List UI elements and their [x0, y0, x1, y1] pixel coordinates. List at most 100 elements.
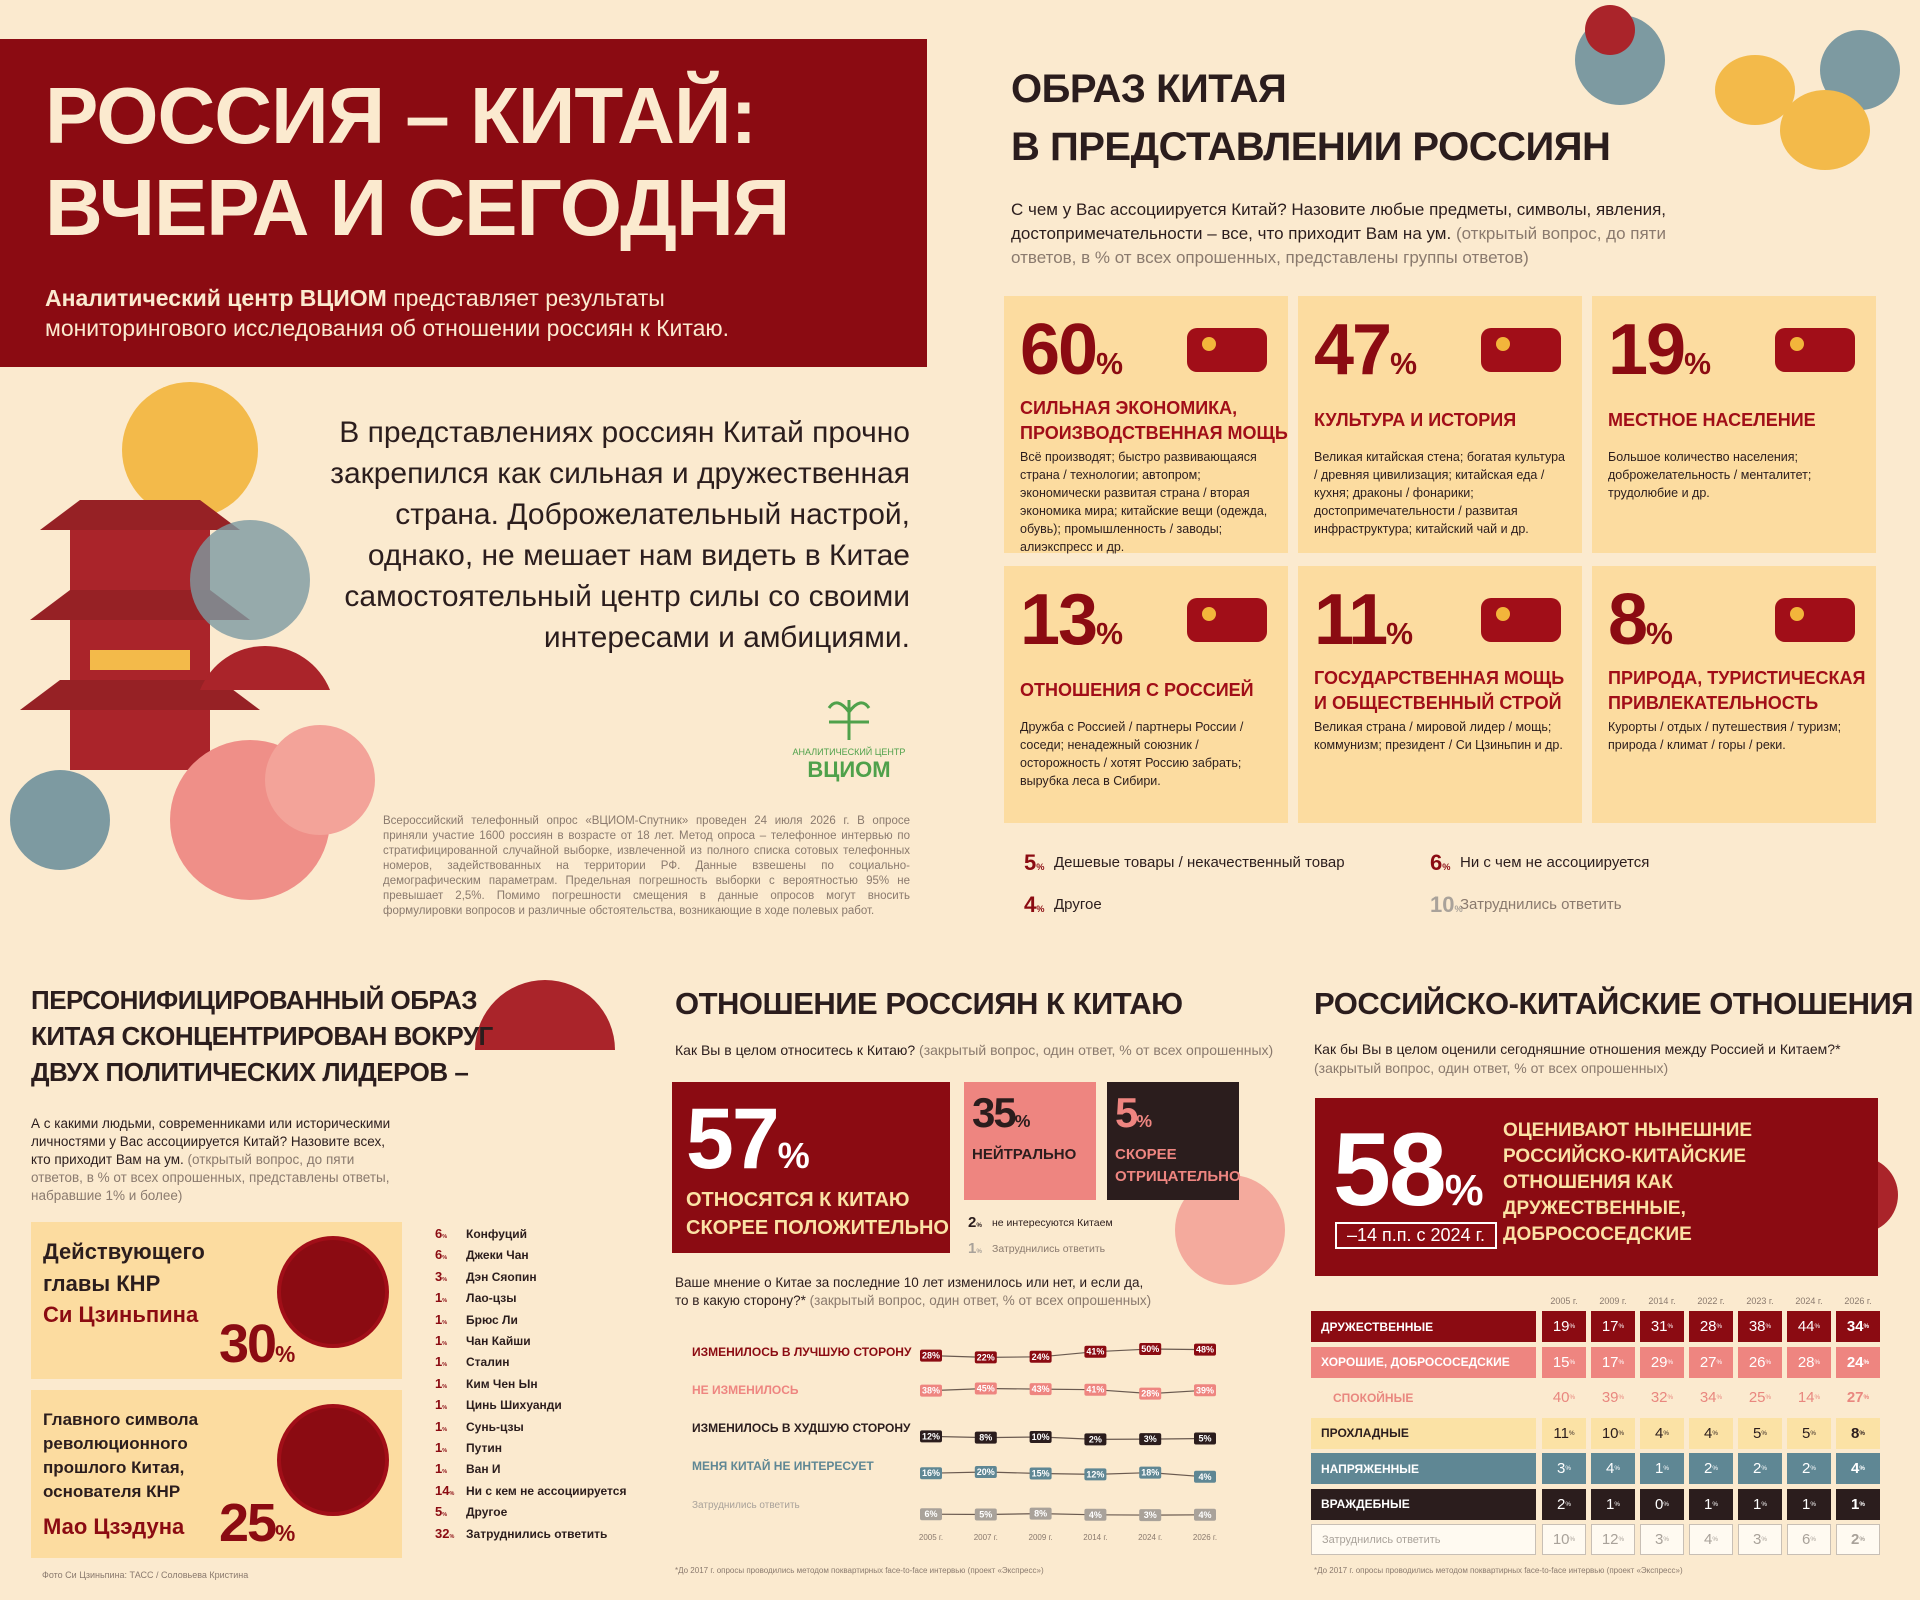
leader-item-value: 1% [435, 1375, 448, 1391]
leader-item-label: Путин [466, 1441, 502, 1455]
card-title: КУЛЬТУРА И ИСТОРИЯ [1314, 410, 1517, 430]
table-cell: 2% [1689, 1453, 1733, 1484]
image-title: ОБРАЗ КИТАЯ В ПРЕДСТАВЛЕНИИ РОССИЯН [1011, 67, 1611, 169]
card: 11% ГОСУДАРСТВЕННАЯ МОЩЬ И ОБЩЕСТВЕННЫЙ С… [1298, 566, 1582, 823]
table-cell: 28% [1787, 1346, 1831, 1378]
leader-item-value: 1% [435, 1397, 448, 1413]
table-cell: 17% [1591, 1346, 1635, 1378]
point-box [1084, 1345, 1107, 1358]
table-cell: 10% [1542, 1524, 1586, 1555]
negative-label: СКОРЕЕ ОТРИЦАТЕЛЬНО [1115, 1146, 1241, 1185]
leader-name: Мао Цзэдуна [43, 1514, 185, 1539]
table-cell: 6% [1787, 1524, 1831, 1555]
point-label: 4% [1198, 1472, 1211, 1482]
table-cell: 1% [1591, 1488, 1635, 1520]
card-value: 60% [1020, 310, 1123, 390]
row-label: Затруднились ответить [1311, 1524, 1536, 1555]
lead-text: В представлениях россиян Китай прочно за… [330, 416, 910, 654]
leader-item-value: 3% [435, 1268, 448, 1284]
point-label: 28% [922, 1351, 940, 1361]
minor-value: 2% [968, 1214, 982, 1231]
question-text: С чем у Вас ассоциируется Китай? Назовит… [1011, 200, 1667, 243]
leader-item-value: 1% [435, 1311, 448, 1327]
neutral-value: 35% [972, 1089, 1031, 1136]
card-desc: Всё производят; быстро развивающаяся стр… [1020, 450, 1268, 554]
point-box [1194, 1343, 1216, 1356]
question-note: (закрытый вопрос, один ответ, % от всех … [1314, 1060, 1669, 1076]
point-label: 5% [1198, 1434, 1211, 1444]
leader-card: Действующего главы КНР Си Цзиньпина 30% [31, 1222, 402, 1379]
point-label: 16% [922, 1468, 940, 1478]
table-cell: 12% [1591, 1524, 1635, 1555]
leader-item-value: 5% [435, 1504, 448, 1520]
point-box [920, 1349, 942, 1362]
table-cell: 2% [1542, 1488, 1586, 1520]
card-title: ГОСУДАРСТВЕННАЯ МОЩЬ И ОБЩЕСТВЕННЫЙ СТРО… [1314, 668, 1565, 713]
column-header: 2014 г. [1648, 1296, 1676, 1306]
column-header: 2005 г. [1550, 1296, 1578, 1306]
leader-item-label: Дэн Сяопин [466, 1269, 537, 1284]
point-box [1084, 1508, 1107, 1521]
table-cell: 11% [1542, 1417, 1586, 1449]
leader-item-value: 32% [435, 1525, 455, 1541]
point-label: 28% [1141, 1389, 1159, 1399]
card-desc: Великая страна / мировой лидер / мощь; к… [1314, 720, 1563, 752]
table-cell: 19% [1542, 1311, 1586, 1342]
leader-item-label: Сунь-цзы [466, 1419, 524, 1434]
row-label: НАПРЯЖЕННЫЕ [1311, 1453, 1536, 1484]
card: 60% СИЛЬНАЯ ЭКОНОМИКА, ПРОИЗВОДСТВЕННАЯ М… [1004, 296, 1288, 554]
other-value: 6% [1430, 850, 1451, 875]
attitude-question: Как Вы в целом относитесь к Китаю? (закр… [675, 1040, 1273, 1060]
card-desc: Великая китайская стена; богатая культур… [1314, 450, 1565, 536]
point-box [974, 1382, 997, 1395]
leader-item-label: Брюс Ли [466, 1312, 518, 1327]
relations-value: 58% [1333, 1112, 1484, 1228]
table-cell: 29% [1640, 1346, 1684, 1378]
leader-item-label: Сталин [466, 1355, 510, 1370]
column-header: 2023 г. [1746, 1296, 1774, 1306]
point-box [974, 1508, 997, 1521]
leaders-question: А с какими людьми, современниками или ис… [31, 1115, 401, 1205]
other-label: Ни с чем не ассоциируется [1460, 854, 1650, 871]
negative-value: 5% [1115, 1089, 1153, 1136]
table-cell: 4% [1836, 1453, 1880, 1484]
negative-box: 5% СКОРЕЕ ОТРИЦАТЕЛЬНО [1107, 1082, 1241, 1200]
image-question: С чем у Вас ассоциируется Китай? Назовит… [1011, 198, 1691, 270]
point-label: 22% [977, 1352, 995, 1362]
column-header: 2024 г. [1795, 1296, 1823, 1306]
point-box [1194, 1508, 1216, 1521]
methodology: Всероссийский телефонный опрос «ВЦИОМ-Сп… [383, 815, 910, 917]
table-cell: 34% [1699, 1389, 1723, 1406]
point-box [1194, 1384, 1216, 1397]
column-header: 2026 г. [1844, 1296, 1872, 1306]
question-note: (закрытый вопрос, один ответ, % от всех … [805, 1293, 1152, 1308]
table-cell: 25% [1748, 1389, 1772, 1406]
point-box [1139, 1509, 1162, 1522]
leaders-title: ПЕРСОНИФИЦИРОВАННЫЙ ОБРАЗ КИТАЯ СКОНЦЕНТ… [31, 985, 493, 1087]
point-label: 41% [1086, 1385, 1104, 1395]
leader-item-value: 14% [435, 1482, 455, 1498]
trend-line [930, 1471, 1206, 1478]
leader-item-value: 1% [435, 1333, 448, 1348]
point-label: 8% [1034, 1509, 1047, 1519]
attitude-title: ОТНОШЕНИЕ РОССИЯН К КИТАЮ [675, 986, 1183, 1021]
leader-item-label: Лао-цзы [466, 1291, 517, 1306]
point-label: 18% [1141, 1468, 1159, 1478]
series-name: Затруднились ответить [692, 1500, 800, 1511]
point-label: 43% [1032, 1384, 1050, 1394]
card-title: МЕСТНОЕ НАСЕЛЕНИЕ [1608, 410, 1816, 430]
table-cell: 40% [1552, 1389, 1576, 1406]
column-header: 2022 г. [1697, 1296, 1725, 1306]
x-tick-label: 2007 г. [974, 1533, 998, 1542]
other-label: Другое [1054, 896, 1102, 913]
table-cell: 3% [1542, 1453, 1586, 1484]
card-value: 11% [1314, 580, 1414, 660]
series-name: НЕ ИЗМЕНИЛОСЬ [692, 1383, 799, 1397]
point-box [1084, 1433, 1107, 1446]
x-tick-label: 2026 г. [1193, 1533, 1217, 1542]
point-label: 45% [977, 1384, 995, 1394]
table-cell: 1% [1640, 1453, 1684, 1484]
card-icon [1481, 598, 1561, 642]
leader-item-value: 6% [435, 1226, 448, 1241]
